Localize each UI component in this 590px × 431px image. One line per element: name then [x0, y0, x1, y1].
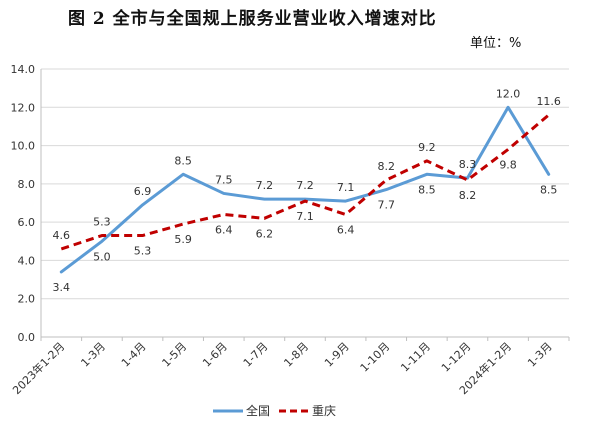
unit-label: 单位：% — [470, 36, 522, 51]
y-tick-label: 2.0 — [18, 293, 36, 306]
legend-label-national: 全国 — [246, 403, 270, 418]
data-label-chongqing: 8.2 — [377, 160, 395, 173]
x-tick-label: 1-6月 — [200, 340, 230, 370]
data-label-national: 3.4 — [53, 281, 71, 294]
x-tick-label: 1-8月 — [281, 340, 311, 370]
x-tick-label: 1-12月 — [439, 340, 474, 375]
data-label-chongqing: 6.2 — [256, 227, 274, 240]
x-tick-label: 1-9月 — [322, 340, 352, 370]
data-label-chongqing: 6.4 — [337, 223, 355, 236]
data-label-national: 7.7 — [377, 199, 395, 212]
data-label-national: 6.9 — [134, 185, 152, 198]
data-label-chongqing: 8.2 — [459, 189, 477, 202]
data-label-national: 8.3 — [459, 158, 477, 171]
x-tick-label: 1-11月 — [398, 340, 433, 375]
data-label-national: 7.1 — [337, 181, 355, 194]
y-tick-label: 8.0 — [18, 178, 36, 191]
data-label-chongqing: 9.2 — [418, 141, 436, 154]
data-label-chongqing: 5.3 — [93, 216, 111, 229]
chart-title: 图 2 全市与全国规上服务业营业收入增速对比 — [68, 9, 437, 29]
data-label-chongqing: 6.4 — [215, 223, 233, 236]
x-tick-label: 2023年1-2月 — [9, 339, 67, 397]
data-label-chongqing: 7.1 — [296, 210, 314, 223]
data-label-national: 7.2 — [256, 179, 274, 192]
y-tick-label: 12.0 — [11, 101, 36, 114]
data-label-national: 7.5 — [215, 173, 233, 186]
data-label-chongqing: 11.6 — [536, 95, 561, 108]
y-tick-label: 6.0 — [18, 216, 36, 229]
y-tick-label: 0.0 — [18, 331, 36, 344]
data-label-chongqing: 5.3 — [134, 245, 152, 258]
series-line-national — [59, 105, 551, 274]
x-tick-label: 1-7月 — [241, 340, 271, 370]
x-tick-label: 1-10月 — [358, 340, 393, 375]
y-tick-label: 10.0 — [11, 140, 36, 153]
x-tick-label: 1-4月 — [119, 340, 149, 370]
x-tick-label: 1-3月 — [525, 340, 555, 370]
data-label-chongqing: 5.9 — [174, 233, 192, 246]
series-line-chongqing — [60, 113, 550, 251]
y-tick-label: 4.0 — [18, 254, 36, 267]
data-label-chongqing: 9.8 — [499, 158, 517, 171]
data-label-national: 5.0 — [93, 250, 111, 263]
x-tick-label: 1-5月 — [160, 340, 190, 370]
data-label-national: 8.5 — [418, 183, 436, 196]
y-tick-label: 14.0 — [11, 63, 36, 76]
data-label-national: 8.5 — [174, 154, 192, 167]
data-label-national: 8.5 — [540, 183, 558, 196]
data-label-national: 7.2 — [296, 179, 314, 192]
data-label-national: 12.0 — [496, 87, 521, 100]
data-label-chongqing: 4.6 — [53, 229, 71, 242]
x-tick-label: 1-3月 — [78, 340, 108, 370]
legend-label-chongqing: 重庆 — [312, 404, 336, 418]
